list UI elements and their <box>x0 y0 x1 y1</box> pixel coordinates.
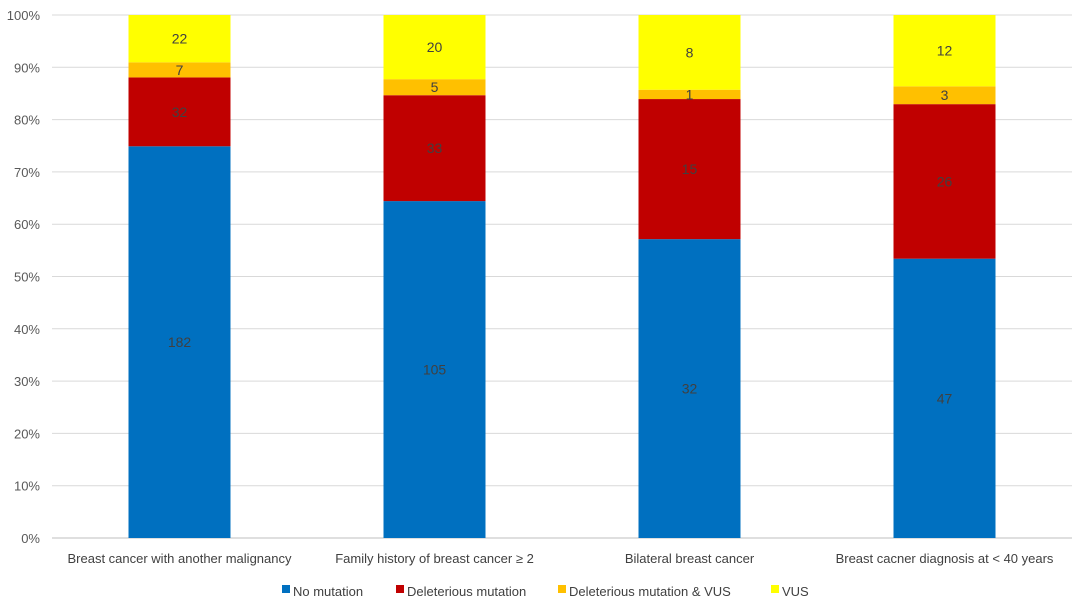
bar-segment-no-mutation <box>893 258 996 538</box>
legend: No mutation Deleterious mutation Deleterio… <box>282 584 809 599</box>
y-tick-label: 0% <box>21 531 40 546</box>
x-category-label: Bilateral breast cancer <box>625 551 755 566</box>
data-label-no-mutation: 105 <box>423 362 447 378</box>
y-tick-label: 40% <box>14 322 40 337</box>
bar-segment-no-mutation <box>128 146 231 538</box>
bar-segment-deleterious-mutation <box>383 95 486 202</box>
y-tick-label: 30% <box>14 374 40 389</box>
x-category-label: Breast cacner diagnosis at < 40 years <box>836 551 1054 566</box>
bar-segment-no-mutation <box>638 239 741 538</box>
legend-swatch-vus <box>771 585 779 593</box>
bar-segment-deleterious-mutation-vus <box>893 86 996 105</box>
y-tick-label: 60% <box>14 217 40 232</box>
bars <box>128 15 996 539</box>
y-tick-label: 90% <box>14 60 40 75</box>
data-label-vus: 20 <box>427 39 443 55</box>
bar-segment-deleterious-mutation-vus <box>383 79 486 96</box>
data-label-deleterious-mutation-vus: 1 <box>686 86 694 102</box>
bar-segment-no-mutation <box>383 201 486 539</box>
legend-label-deleterious-mutation-vus: Deleterious mutation & VUS <box>569 584 731 599</box>
y-tick-label: 80% <box>14 113 40 128</box>
legend-swatch-no-mutation <box>282 585 290 593</box>
segment-labels: 182 32 7 22 105 33 5 20 32 15 1 8 47 26 3 12 <box>168 31 953 407</box>
y-tick-label: 70% <box>14 165 40 180</box>
data-label-deleterious-mutation: 15 <box>682 161 698 177</box>
y-tick-label: 100% <box>7 8 41 23</box>
data-label-deleterious-mutation: 26 <box>937 173 953 189</box>
data-label-no-mutation: 47 <box>937 390 953 406</box>
y-tick-label: 50% <box>14 270 40 285</box>
legend-swatch-deleterious-mutation <box>396 585 404 593</box>
y-tick-label: 20% <box>14 426 40 441</box>
bar-segment-deleterious-mutation <box>638 99 741 240</box>
bar-segment-vus <box>893 15 996 87</box>
data-label-deleterious-mutation: 32 <box>172 104 188 120</box>
x-category-label: Breast cancer with another malignancy <box>67 551 292 566</box>
bar-segment-deleterious-mutation <box>893 104 996 259</box>
bar-segment-vus <box>128 15 231 63</box>
data-label-vus: 22 <box>172 31 188 47</box>
data-label-deleterious-mutation-vus: 3 <box>941 87 949 103</box>
legend-label-deleterious-mutation: Deleterious mutation <box>407 584 526 599</box>
bar-segment-vus <box>383 15 486 80</box>
data-label-deleterious-mutation-vus: 5 <box>431 79 439 95</box>
y-axis-tick-labels: 0% 10% 20% 30% 40% 50% 60% 70% 80% 90% 100% <box>7 8 41 546</box>
data-label-deleterious-mutation-vus: 7 <box>176 62 184 78</box>
data-label-vus: 12 <box>937 43 953 59</box>
bar-segment-vus <box>638 15 741 90</box>
data-label-no-mutation: 32 <box>682 381 698 397</box>
bar-segment-deleterious-mutation-vus <box>128 62 231 78</box>
bar-segment-deleterious-mutation <box>128 77 231 147</box>
x-axis-category-labels: Breast cancer with another malignancy Fam… <box>67 551 1053 566</box>
legend-label-no-mutation: No mutation <box>293 584 363 599</box>
x-category-label: Family history of breast cancer ≥ 2 <box>335 551 534 566</box>
data-label-deleterious-mutation: 33 <box>427 140 443 156</box>
legend-label-vus: VUS <box>782 584 809 599</box>
y-tick-label: 10% <box>14 479 40 494</box>
bar-segment-deleterious-mutation-vus <box>638 89 741 100</box>
data-label-vus: 8 <box>686 44 694 60</box>
data-label-no-mutation: 182 <box>168 334 192 350</box>
legend-swatch-deleterious-mutation-vus <box>558 585 566 593</box>
